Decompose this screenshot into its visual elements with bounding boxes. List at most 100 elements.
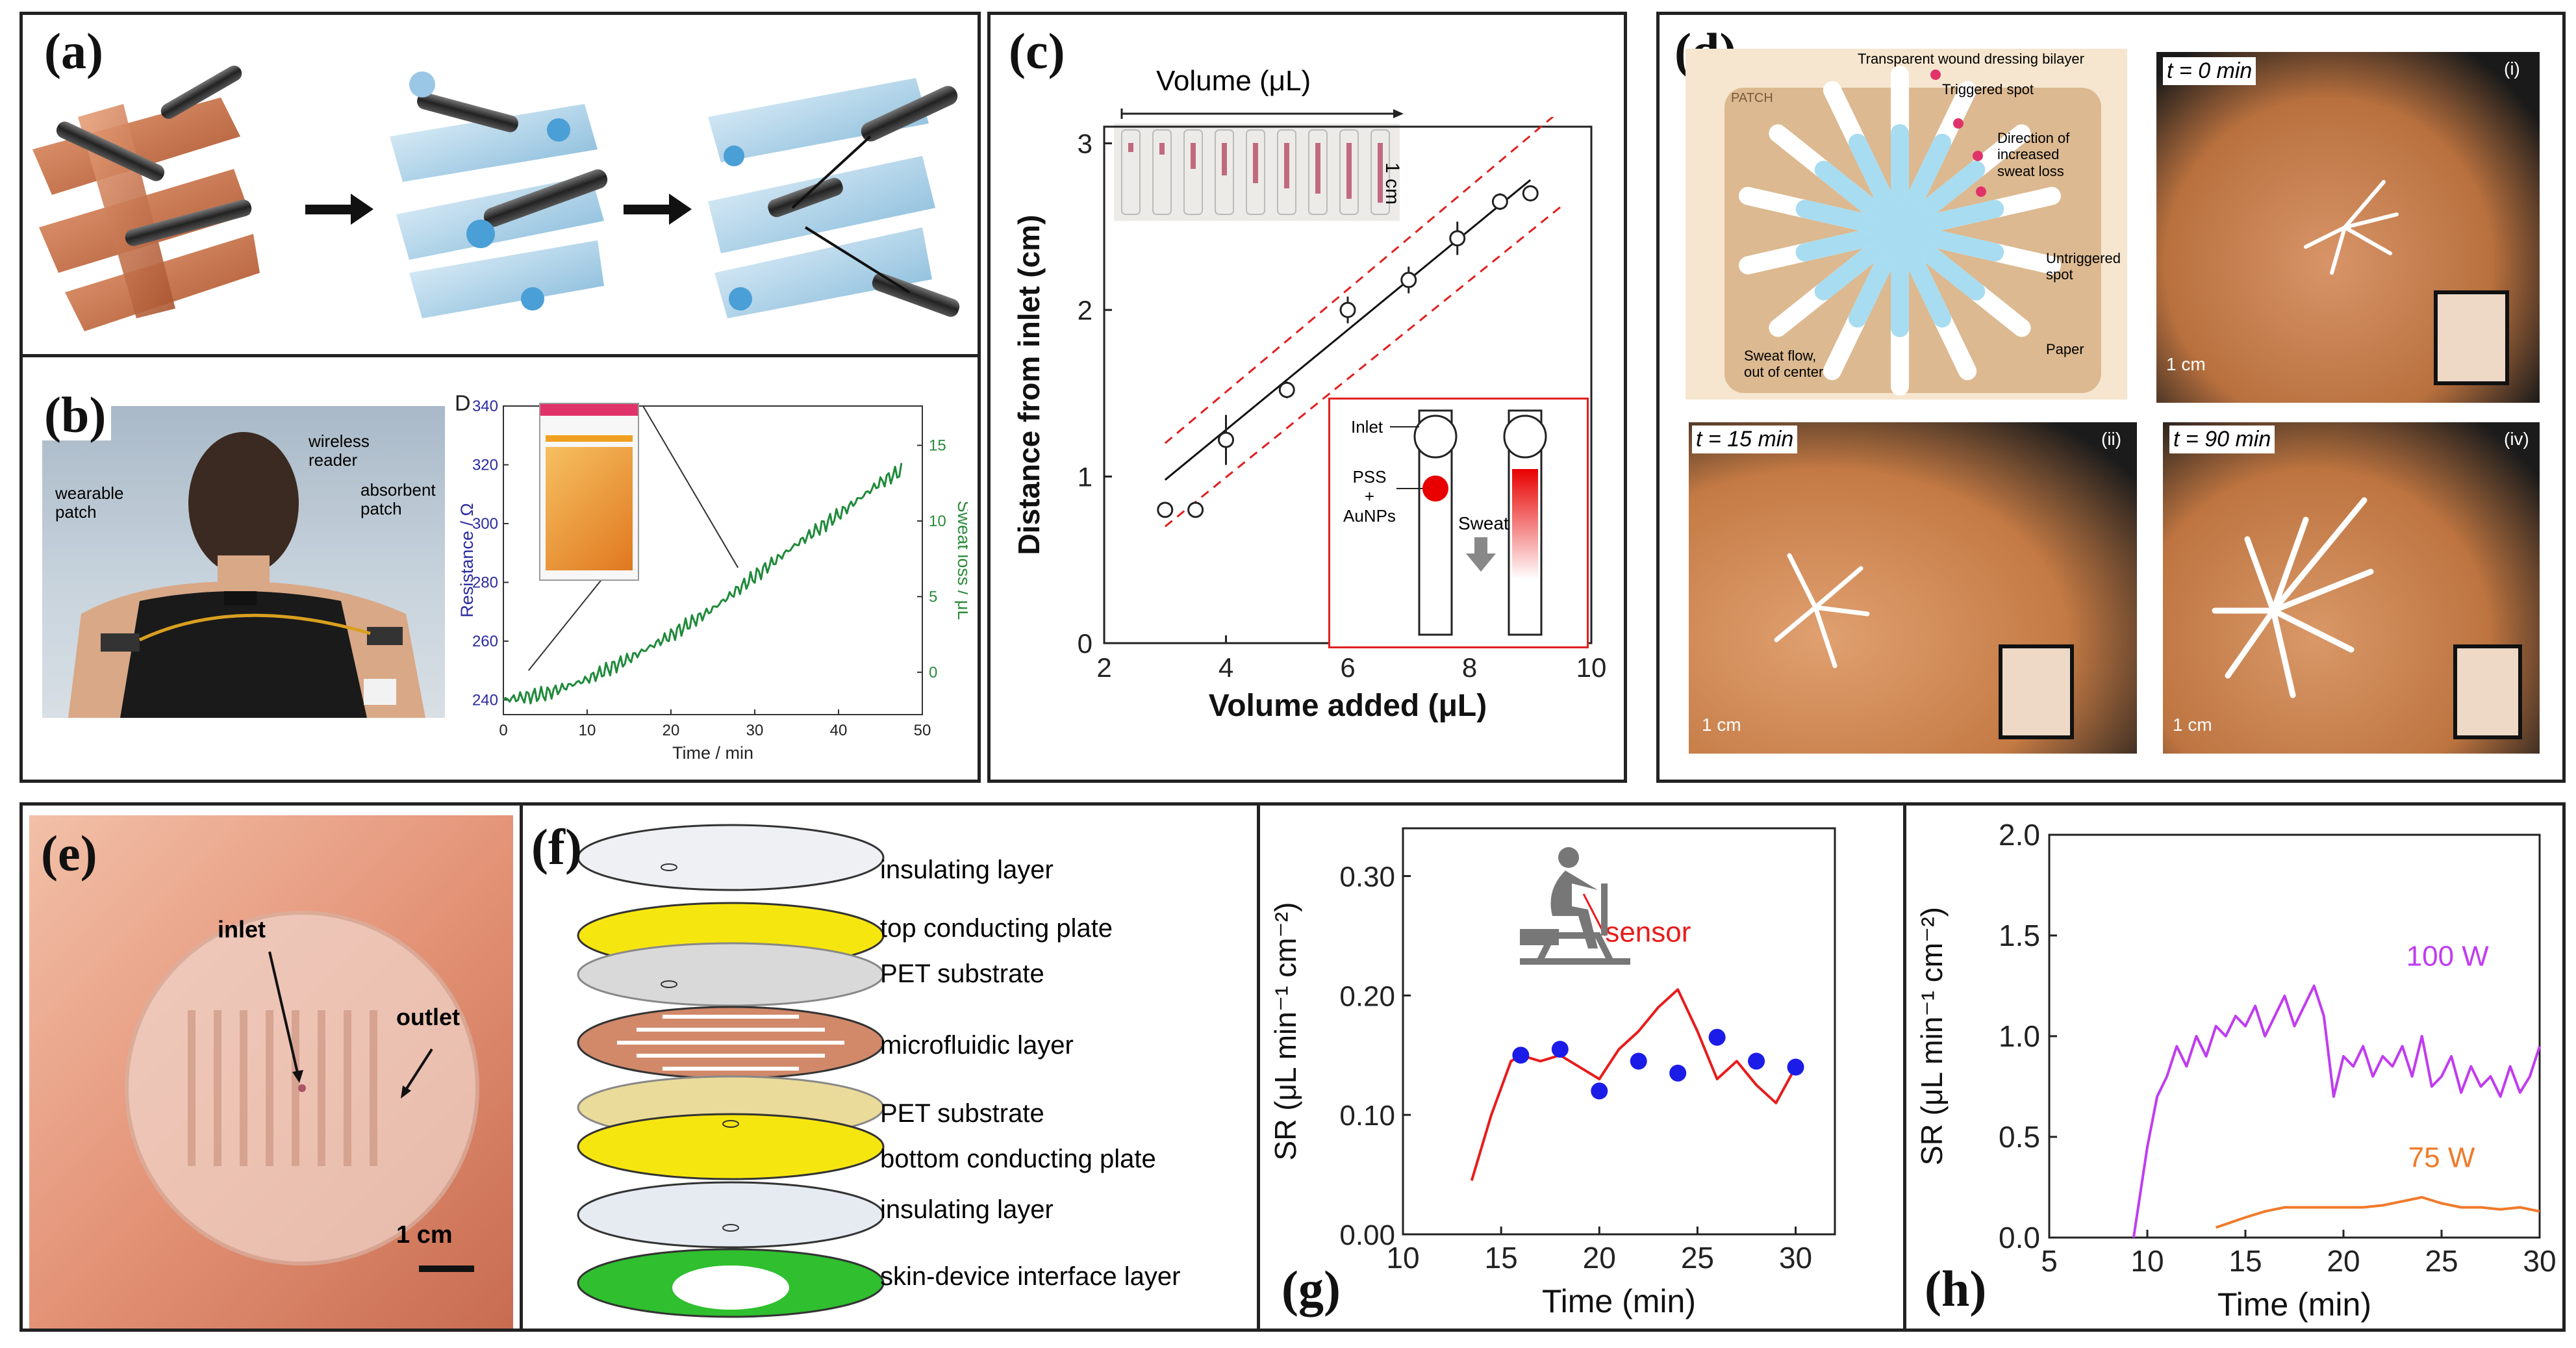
reference-data-point bbox=[1787, 1058, 1804, 1076]
panel-h-label: (h) bbox=[1925, 1260, 1987, 1317]
resistance-series-line bbox=[502, 463, 903, 705]
reference-data-point bbox=[1591, 1082, 1608, 1100]
reference-data-point bbox=[1748, 1052, 1765, 1070]
divider-h bbox=[1903, 802, 1906, 1332]
data-point bbox=[1400, 272, 1417, 288]
x-tick-label: 10 bbox=[2130, 1244, 2164, 1278]
x-tick-label: 4 bbox=[1219, 652, 1233, 683]
y2-axis-label: Sweat loss / μL bbox=[954, 501, 968, 620]
layer-label-2: PET substrate bbox=[880, 960, 1044, 988]
y-axis-label: Resistance / Ω bbox=[457, 503, 477, 617]
photo-i-time: t = 0 min bbox=[2163, 57, 2256, 85]
x-axis-label: Volume added (μL) bbox=[1209, 689, 1487, 723]
shoulder-photo-i bbox=[2156, 52, 2540, 403]
schematic-patch-label: PATCH bbox=[1731, 91, 1773, 105]
photo-ii-time: t = 15 min bbox=[1692, 426, 1798, 453]
reference-data-point bbox=[1630, 1052, 1647, 1070]
x-tick-label: 30 bbox=[746, 722, 764, 739]
panel-c-frame bbox=[987, 12, 1627, 783]
y-tick-label: 2 bbox=[1078, 295, 1092, 325]
prediction-bound-line bbox=[1164, 205, 1562, 528]
panel-b-photo bbox=[42, 406, 445, 718]
x-tick-label: 25 bbox=[2425, 1244, 2458, 1278]
chart-g: 10 15 20 25 30 0.00 0.10 0.20 0.30 Time (min) SR (… bbox=[1269, 827, 1836, 1319]
fiber-mesh-wetted bbox=[708, 78, 960, 318]
data-point bbox=[1491, 193, 1508, 210]
x-tick-label: 15 bbox=[1485, 1241, 1518, 1275]
y-axis-label: Distance from inlet (cm) bbox=[1012, 215, 1046, 555]
inset-sweat-label: Sweat bbox=[1458, 513, 1509, 533]
label-wearable-patch: wearable patch bbox=[55, 483, 124, 522]
y-tick-label: 1 bbox=[1078, 462, 1092, 492]
layer-stack-diagram bbox=[577, 824, 885, 1318]
schematic-dressing-label: Transparent wound dressing bilayer bbox=[1858, 51, 2084, 67]
y-tick-label: 260 bbox=[472, 633, 498, 650]
schematic-paper-label: Paper bbox=[2046, 341, 2084, 357]
y-tick-label: 0.00 bbox=[1339, 1219, 1395, 1251]
panel-e-outlet-label: outlet bbox=[396, 1004, 460, 1030]
reference-data-point bbox=[1551, 1041, 1569, 1058]
x-axis-label: Time (min) bbox=[1542, 1283, 1696, 1319]
x-tick-label: 20 bbox=[2327, 1244, 2360, 1278]
panel-e-arrows bbox=[268, 951, 474, 1272]
panel-g-label: (g) bbox=[1282, 1260, 1341, 1317]
inset-aunps: AuNPs bbox=[1343, 505, 1396, 526]
fiber-mesh-hydrated bbox=[390, 71, 608, 318]
x-tick-label: 10 bbox=[1576, 652, 1607, 683]
y-tick-label: 1.5 bbox=[1999, 919, 2040, 952]
inset-plus: + bbox=[1364, 486, 1375, 506]
chart-h: 5 10 15 20 25 30 0.0 0.5 1.0 1.5 2.0 Time (min) SR (… bbox=[1915, 818, 2557, 1323]
photo-ii-scale: 1 cm bbox=[1702, 715, 1741, 735]
bottom-row-frame bbox=[19, 802, 2566, 1332]
photo-iv-time: t = 90 min bbox=[2169, 426, 2275, 453]
y-tick-label: 2.0 bbox=[1999, 818, 2040, 852]
panel-e-scale-label: 1 cm bbox=[396, 1221, 453, 1249]
y-axis-label: SR (μL min⁻¹ cm⁻²) bbox=[1915, 907, 1949, 1165]
y2-tick-label: 0 bbox=[929, 664, 937, 681]
data-point bbox=[1522, 185, 1539, 202]
arrow-icon bbox=[305, 194, 373, 225]
y-tick-label: 240 bbox=[472, 691, 498, 709]
panel-e-inlet-label: inlet bbox=[218, 916, 266, 943]
x-tick-label: 5 bbox=[2041, 1244, 2058, 1278]
y-tick-label: 1.0 bbox=[1999, 1019, 2040, 1053]
x-tick-label: 10 bbox=[579, 722, 596, 739]
photo-i-tag: (i) bbox=[2504, 58, 2520, 79]
data-point bbox=[1187, 502, 1204, 518]
chart-b-panel-letter: D bbox=[455, 391, 471, 416]
x-tick-label: 8 bbox=[1462, 652, 1477, 683]
data-point bbox=[1449, 230, 1466, 247]
layer-label-7: skin-device interface layer bbox=[880, 1262, 1181, 1291]
y-tick-label: 340 bbox=[472, 398, 498, 415]
reference-data-point bbox=[1512, 1047, 1530, 1064]
chart-h-axes-frame bbox=[2048, 833, 2541, 1239]
reference-data-point bbox=[1669, 1064, 1687, 1082]
panel-e-photo bbox=[29, 815, 513, 1329]
legend-100w-label: 100 W bbox=[2406, 941, 2490, 973]
chart-c: 2 4 6 8 10 0 1 2 3 Volume added (μL) Distance from… bbox=[1012, 117, 1607, 723]
divider-f bbox=[520, 802, 523, 1332]
x-axis-label: Time (min) bbox=[2217, 1286, 2371, 1323]
y2-tick-label: 5 bbox=[929, 588, 937, 605]
chart-b-axes-frame bbox=[503, 405, 923, 715]
x-tick-label: 30 bbox=[1779, 1241, 1812, 1275]
panel-c-label: (c) bbox=[1004, 26, 1070, 77]
x-tick-label: 40 bbox=[830, 722, 848, 739]
prediction-bound-line bbox=[1164, 117, 1554, 444]
y-tick-label: 0.0 bbox=[1999, 1221, 2040, 1254]
sensor-annotation-label: sensor bbox=[1605, 917, 1691, 948]
data-point bbox=[1339, 301, 1356, 318]
capillary-tubes-photo bbox=[1114, 123, 1400, 221]
layer-label-4: PET substrate bbox=[880, 1099, 1044, 1128]
layer-label-5: bottom conducting plate bbox=[880, 1145, 1156, 1173]
y-tick-label: 280 bbox=[472, 574, 498, 591]
y-tick-label: 3 bbox=[1078, 129, 1092, 159]
y-tick-label: 320 bbox=[472, 456, 498, 474]
x-tick-label: 20 bbox=[663, 722, 680, 739]
panel-b-label: (b) bbox=[39, 390, 112, 440]
layer-label-3: microfluidic layer bbox=[880, 1031, 1074, 1060]
schematic-triggered-label: Triggered spot bbox=[1942, 81, 2034, 97]
legend-75w-label: 75 W bbox=[2408, 1142, 2475, 1174]
data-point bbox=[1157, 502, 1174, 518]
inset-pss-label: PSS + AuNPs bbox=[1343, 467, 1396, 526]
